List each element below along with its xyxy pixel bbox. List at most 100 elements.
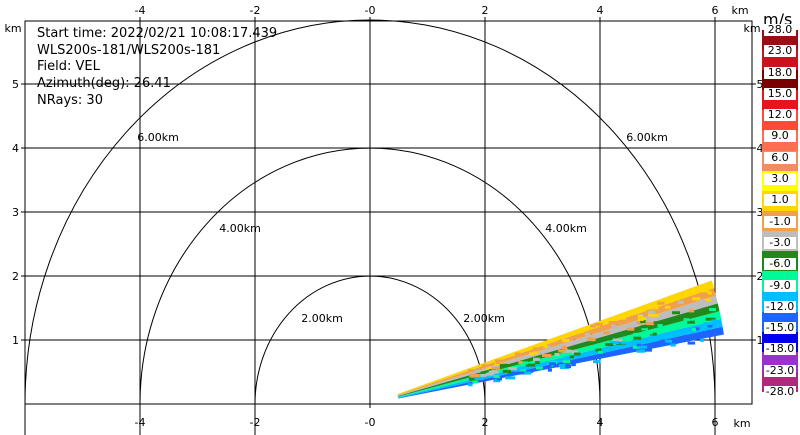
sweep-speckle bbox=[603, 331, 609, 334]
sweep-speckle bbox=[700, 339, 704, 342]
colorbar-label: 15.0 bbox=[764, 88, 796, 100]
sweep-speckle bbox=[536, 367, 543, 370]
sweep-speckle bbox=[542, 354, 551, 357]
sweep-speckle bbox=[574, 353, 580, 356]
sweep-speckle bbox=[513, 358, 519, 361]
y-unit-label-left: km bbox=[4, 22, 21, 35]
axis-ticks: -4 -4 -2 -2 -0 -0 2 2 4 4 6 6 1 1 2 2 3 3 4 4 5 5 km km km km bbox=[4, 4, 763, 430]
sweep-speckle bbox=[482, 364, 488, 367]
colorbar-label: 23.0 bbox=[764, 45, 796, 57]
sweep-speckle bbox=[548, 369, 552, 372]
colorbar-label: 6.0 bbox=[764, 152, 796, 164]
sweep-speckle bbox=[563, 360, 571, 363]
sweep-speckle bbox=[677, 340, 683, 343]
sweep-speckle bbox=[518, 366, 526, 369]
sweep-speckle bbox=[598, 351, 603, 354]
sweep-speckle bbox=[645, 349, 652, 352]
sweep-speckle bbox=[558, 349, 565, 352]
x-tick-label-bottom: -2 bbox=[250, 416, 261, 429]
sweep-speckle bbox=[657, 324, 662, 327]
sweep-speckle bbox=[533, 347, 538, 350]
colorbar-label: 18.0 bbox=[764, 67, 796, 79]
y-unit-label-right: km bbox=[743, 22, 760, 35]
sweep-speckle bbox=[533, 358, 540, 361]
sweep-speckle bbox=[578, 330, 584, 333]
sweep-speckle bbox=[491, 369, 497, 372]
colorbar bbox=[762, 30, 798, 392]
sweep-speckle bbox=[602, 354, 607, 357]
sweep-speckle bbox=[565, 365, 571, 368]
sweep-speckle bbox=[657, 302, 664, 305]
colorbar-label: -18.0 bbox=[764, 343, 796, 355]
colorbar-label: 1.0 bbox=[764, 194, 796, 206]
sweep-speckle bbox=[633, 337, 641, 340]
sweep-speckle bbox=[468, 383, 473, 386]
sweep-speckle bbox=[474, 370, 480, 373]
x-tick-label-top: -0 bbox=[365, 4, 376, 17]
sweep-speckle bbox=[535, 361, 540, 364]
sweep-speckle bbox=[627, 328, 634, 331]
sweep-speckle bbox=[515, 353, 521, 356]
colorbar-label: -6.0 bbox=[764, 258, 796, 270]
x-tick-label-top: 2 bbox=[482, 4, 489, 17]
sweep-speckle bbox=[653, 306, 659, 309]
sweep-speckle bbox=[609, 321, 619, 324]
sweep-speckle bbox=[651, 344, 659, 347]
sweep-speckle bbox=[678, 301, 684, 304]
x-tick-label-top: -4 bbox=[135, 4, 146, 17]
sweep-speckle bbox=[665, 340, 672, 343]
colorbar-label: -1.0 bbox=[764, 216, 796, 228]
sweep-speckle bbox=[480, 374, 486, 377]
sweep-speckle bbox=[585, 333, 589, 336]
sweep-speckle bbox=[708, 292, 712, 295]
sweep-speckle bbox=[614, 326, 621, 329]
sweep-speckle bbox=[641, 325, 648, 328]
colorbar-label: -23.0 bbox=[764, 365, 796, 377]
sweep-speckle bbox=[709, 308, 716, 311]
colorbar-label: 28.0 bbox=[764, 24, 796, 36]
x-unit-label-bottom: km bbox=[733, 417, 750, 430]
sweep-speckle bbox=[559, 364, 566, 367]
range-ring-label: 4.00km bbox=[545, 222, 587, 235]
x-tick-label-top: 4 bbox=[597, 4, 604, 17]
sweep-band bbox=[398, 311, 721, 397]
sweep-speckle bbox=[518, 361, 522, 364]
sweep-speckle bbox=[672, 311, 680, 314]
sweep-speckle bbox=[590, 324, 595, 327]
radar-sweep bbox=[397, 280, 724, 398]
y-tick-label-left: 1 bbox=[12, 334, 19, 347]
x-tick-label-bottom: 2 bbox=[482, 416, 489, 429]
sweep-speckle bbox=[571, 363, 576, 366]
sweep-speckle bbox=[670, 344, 675, 347]
sweep-speckle bbox=[665, 306, 670, 309]
sweep-speckle bbox=[469, 374, 479, 377]
sweep-speckle bbox=[639, 346, 647, 349]
colorbar-label: -3.0 bbox=[764, 237, 796, 249]
sweep-speckle bbox=[495, 359, 502, 362]
x-tick-label-top: 6 bbox=[712, 4, 719, 17]
sweep-speckle bbox=[503, 370, 511, 373]
field-text: Field: VEL bbox=[37, 59, 100, 75]
x-tick-label-bottom: 4 bbox=[597, 416, 604, 429]
sweep-speckle bbox=[562, 346, 567, 349]
sweep-speckle bbox=[692, 297, 700, 300]
x-tick-label-bottom: -4 bbox=[135, 416, 146, 429]
sweep-speckle bbox=[472, 380, 478, 383]
y-tick-label-left: 4 bbox=[12, 142, 19, 155]
colorbar-label: -28.0 bbox=[764, 386, 796, 398]
sweep-speckle bbox=[555, 353, 560, 356]
sweep-speckle bbox=[621, 317, 626, 320]
sweep-speckle bbox=[500, 364, 508, 367]
sweep-speckle bbox=[613, 339, 623, 342]
nrays-text: NRays: 30 bbox=[37, 93, 103, 109]
sweep-band bbox=[398, 296, 718, 396]
x-unit-label-top: km bbox=[731, 4, 748, 17]
sweep-speckle bbox=[533, 351, 538, 354]
range-ring-label: 4.00km bbox=[219, 222, 261, 235]
colorbar-label: -15.0 bbox=[764, 322, 796, 334]
y-tick-label-left: 5 bbox=[12, 78, 19, 91]
sweep-speckle bbox=[692, 328, 696, 331]
sweep-speckle bbox=[593, 360, 601, 363]
sweep-speckle bbox=[654, 321, 659, 324]
